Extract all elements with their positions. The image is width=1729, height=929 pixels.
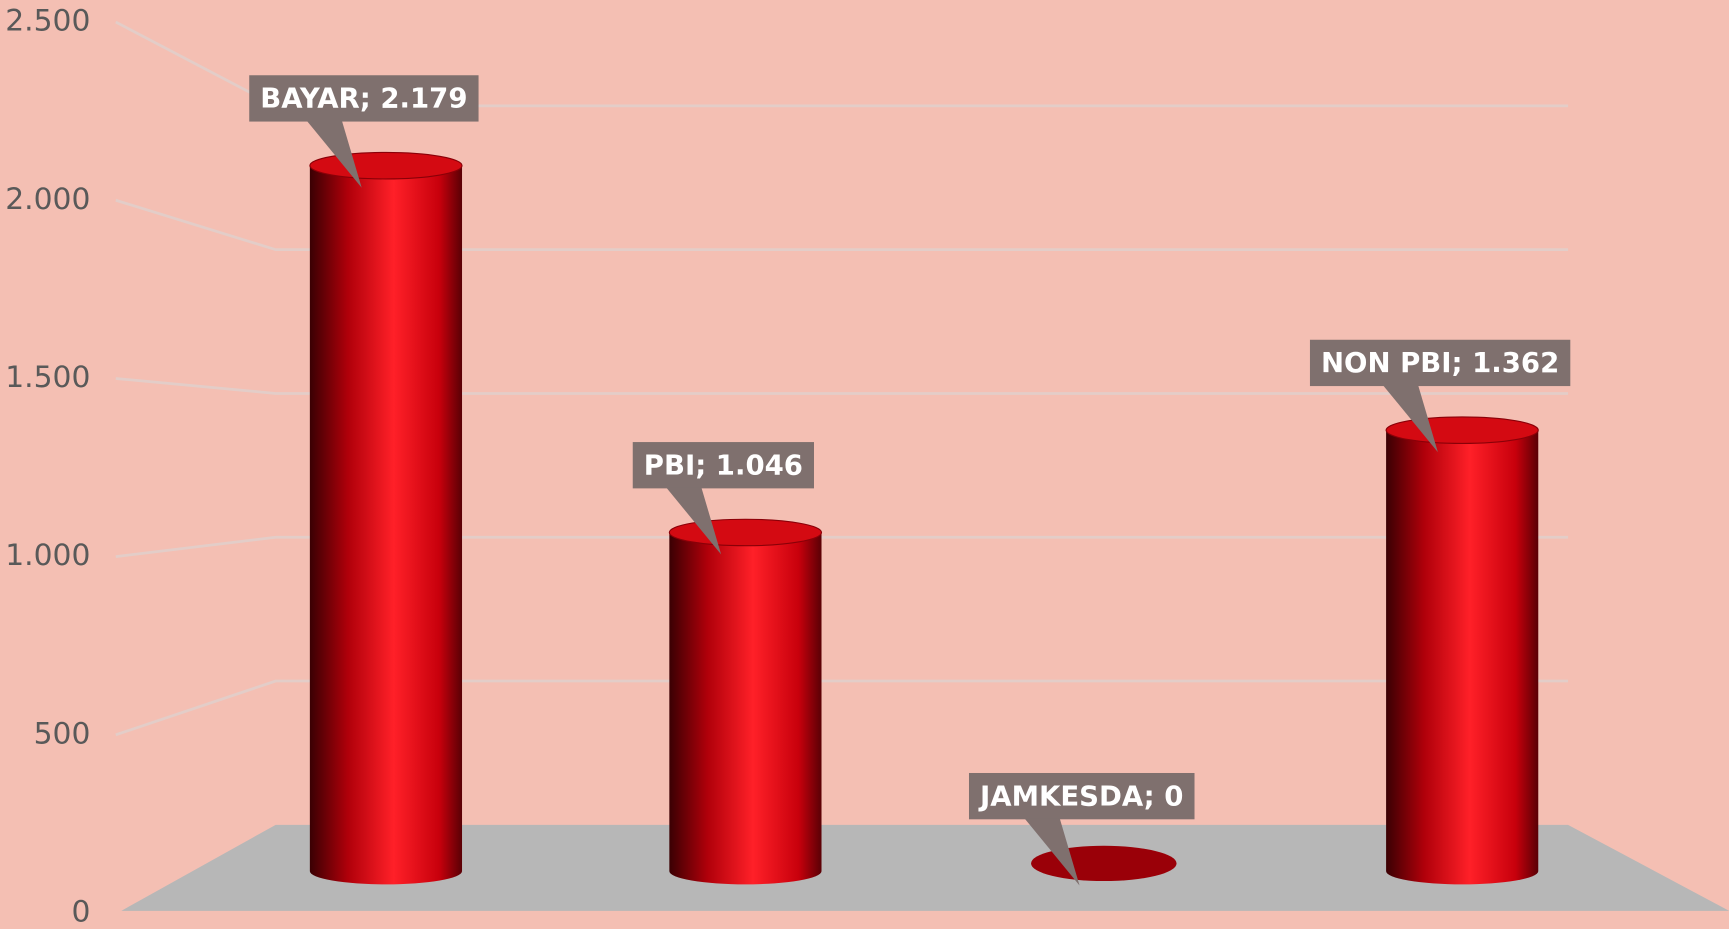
y-tick-label: 500 [34,716,91,751]
bar-top [668,518,823,547]
data-label: JAMKESDA; 0 [968,772,1195,886]
bar-top [1385,416,1539,444]
data-label-text: JAMKESDA; 0 [978,780,1183,812]
grid-line [115,535,1569,559]
bar [309,165,463,885]
grid-line [115,679,1569,737]
data-label: NON PBI; 1.362 [1309,339,1571,453]
y-tick-label: 2.500 [5,4,90,39]
label-box [968,772,1195,820]
data-label: BAYAR; 2.179 [249,75,479,188]
bar [669,532,822,885]
data-label-text: BAYAR; 2.179 [260,83,467,115]
label-box [249,75,479,122]
data-label-text: NON PBI; 1.362 [1321,347,1559,379]
plot: 0 500 1.000 1.500 2.000 2.500 BAYAR; 2.179 PBI;… [5,4,1729,929]
y-tick-label: 1.000 [5,538,90,573]
label-box [632,442,814,489]
data-label-text: PBI; 1.046 [644,449,803,481]
label-pointer [1024,818,1080,886]
bar-top [309,151,463,180]
floor [121,824,1729,911]
bar [1386,430,1539,885]
y-tick-label: 1.500 [5,360,90,395]
grid-line [115,198,1569,252]
data-label: PBI; 1.046 [632,442,814,555]
label-pointer [666,487,722,555]
grid-line [115,377,1569,395]
label-pointer [306,120,362,188]
label-box [1309,339,1571,387]
y-tick-label: 0 [71,895,90,929]
y-tick-label: 2.000 [5,182,90,217]
